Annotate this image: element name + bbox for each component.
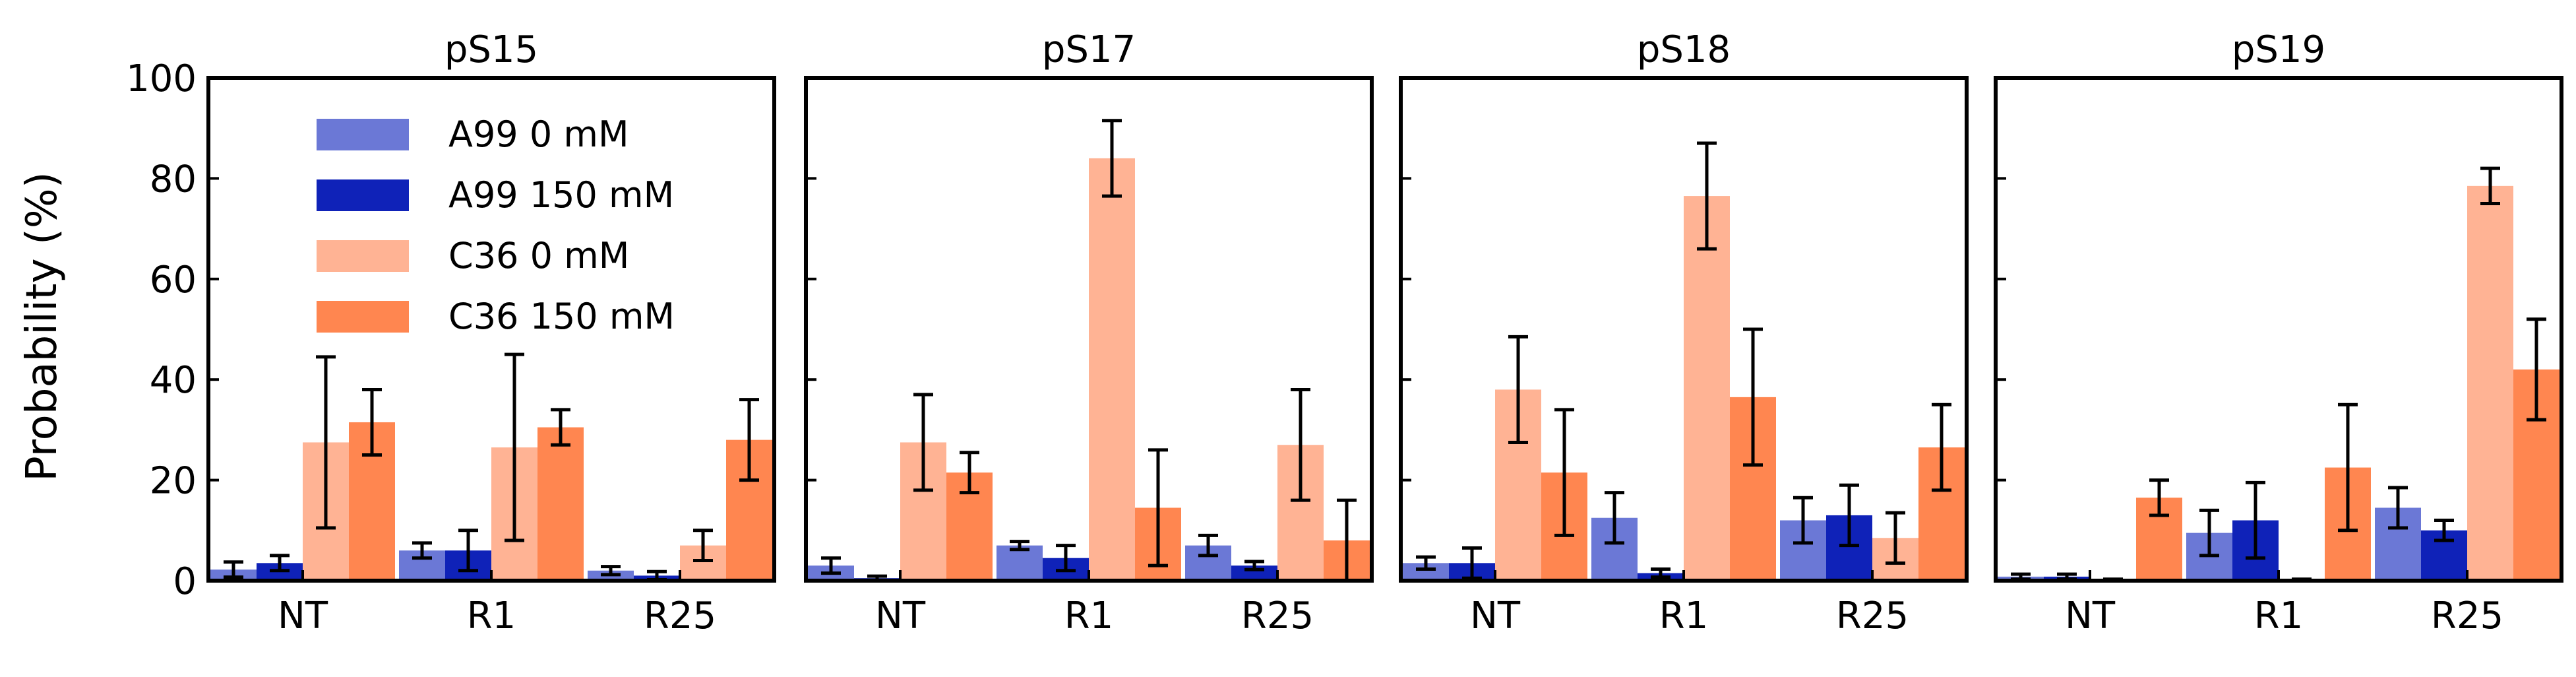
legend-swatch <box>317 301 409 333</box>
panel-frame <box>1399 76 1969 583</box>
panel-pS15: NT R1 R25 0 20 40 60 80 100 pS15 <box>126 28 776 637</box>
error-bar-pS15-R1-0 <box>412 541 432 560</box>
error-bar-pS19-R25-0 <box>2388 486 2408 530</box>
error-bar-pS18-R1-2 <box>1697 141 1717 251</box>
bar-pS19-R25-2 <box>2467 185 2513 581</box>
error-bar-pS17-NT-2 <box>913 393 933 492</box>
y-axis-label: Probability (%) <box>18 172 67 481</box>
legend: A99 0 mM A99 150 mM C36 0 mM C36 150 mM <box>317 113 675 337</box>
panel-pS19: NT R1 R25 pS19 <box>1994 28 2563 637</box>
panel-title: pS18 <box>1637 28 1731 71</box>
x-tick-label: NT <box>278 595 328 637</box>
y-tick-label: 60 <box>150 259 197 302</box>
legend-label: A99 150 mM <box>448 174 674 216</box>
error-bar-pS15-R1-3 <box>551 408 570 447</box>
error-bar-pS15-NT-2 <box>316 355 336 530</box>
x-tick-label: R1 <box>1659 595 1709 637</box>
error-bar-pS17-R1-0 <box>1010 540 1029 552</box>
bar-pS17-R1-2 <box>1089 158 1135 581</box>
error-bar-pS15-R25-3 <box>739 398 759 482</box>
error-bar-pS18-R25-3 <box>1932 403 1951 492</box>
bar-pS15-R1-3 <box>537 427 584 581</box>
y-tick-label: 80 <box>150 158 197 201</box>
y-tick-label: 100 <box>126 57 197 100</box>
error-bar-pS18-NT-2 <box>1508 335 1528 444</box>
error-bar-pS19-R1-0 <box>2199 508 2219 558</box>
error-bar-pS15-NT-0 <box>224 560 243 579</box>
error-bar-pS18-NT-1 <box>1462 546 1482 580</box>
error-bar-pS15-R25-0 <box>601 565 621 577</box>
panel-frame <box>1994 76 2563 583</box>
panel-frame <box>804 76 1374 583</box>
error-bar-pS18-R25-1 <box>1839 483 1859 548</box>
legend-swatch <box>317 119 409 150</box>
error-bar-pS18-R25-2 <box>1886 511 1905 565</box>
y-tick-label: 40 <box>150 359 197 402</box>
error-bar-pS19-R1-3 <box>2338 403 2358 532</box>
y-tick-label: 0 <box>173 560 197 603</box>
error-bar-pS15-R1-1 <box>458 529 478 573</box>
x-tick-label: R25 <box>1836 595 1909 637</box>
legend-swatch <box>317 179 409 211</box>
error-bar-pS17-R25-0 <box>1198 533 1218 558</box>
error-bar-pS17-NT-0 <box>821 556 841 575</box>
error-bar-pS18-NT-3 <box>1554 408 1574 537</box>
error-bar-pS18-R25-0 <box>1793 496 1813 545</box>
legend-label: C36 150 mM <box>448 296 675 337</box>
legend-label: A99 0 mM <box>448 113 629 155</box>
panel-pS17: NT R1 R25 pS17 <box>804 28 1374 637</box>
x-tick-label: R1 <box>467 595 516 637</box>
error-bar-pS17-NT-3 <box>960 451 979 495</box>
panel-pS18: NT R1 R25 pS18 <box>1399 28 1969 637</box>
x-tick-label: R25 <box>644 595 716 637</box>
bar-pS17-R1-0 <box>997 545 1043 581</box>
x-tick-label: R25 <box>1241 595 1314 637</box>
error-bar-pS17-R25-2 <box>1291 387 1310 502</box>
x-tick-label: R25 <box>2431 595 2503 637</box>
panels-group: NT R1 R25 0 20 40 60 80 100 pS15 NT R1 R25 pS17 NT R1 R2… <box>126 28 2563 637</box>
bar-pS18-R1-2 <box>1684 196 1730 581</box>
x-tick-label: R1 <box>1064 595 1114 637</box>
x-tick-label: R1 <box>2254 595 2304 637</box>
bar-pS17-R25-1 <box>1231 565 1277 581</box>
error-bar-pS18-NT-0 <box>1416 555 1436 571</box>
error-bar-pS15-NT-3 <box>362 387 382 457</box>
error-bar-pS18-R1-1 <box>1651 567 1671 579</box>
panel-title: pS19 <box>2232 28 2325 71</box>
panel-title: pS17 <box>1042 28 1136 71</box>
error-bar-pS17-R25-1 <box>1244 560 1264 571</box>
error-bar-pS19-NT-3 <box>2149 478 2169 517</box>
error-bar-pS18-R1-0 <box>1605 491 1624 545</box>
x-tick-label: NT <box>2065 595 2116 637</box>
panel-frame <box>206 76 776 583</box>
error-bar-pS19-R25-2 <box>2480 166 2500 205</box>
error-bar-pS19-R25-3 <box>2527 317 2546 422</box>
error-bar-pS18-R1-3 <box>1743 327 1763 467</box>
error-bar-pS15-R25-2 <box>693 529 713 563</box>
error-bar-pS17-R1-1 <box>1056 544 1076 573</box>
y-tick-label: 20 <box>150 460 197 503</box>
x-tick-label: NT <box>1470 595 1521 637</box>
error-bar-pS19-R1-1 <box>2246 480 2265 560</box>
error-bar-pS15-R1-2 <box>505 352 524 542</box>
error-bar-pS15-NT-1 <box>270 554 290 573</box>
panel-title: pS15 <box>445 28 538 71</box>
x-tick-label: NT <box>875 595 926 637</box>
error-bar-pS17-R1-2 <box>1102 119 1122 198</box>
error-bar-pS17-R1-3 <box>1148 448 1168 567</box>
error-bar-pS19-R25-1 <box>2434 519 2454 542</box>
legend-swatch <box>317 240 409 272</box>
legend-label: C36 0 mM <box>448 235 629 276</box>
